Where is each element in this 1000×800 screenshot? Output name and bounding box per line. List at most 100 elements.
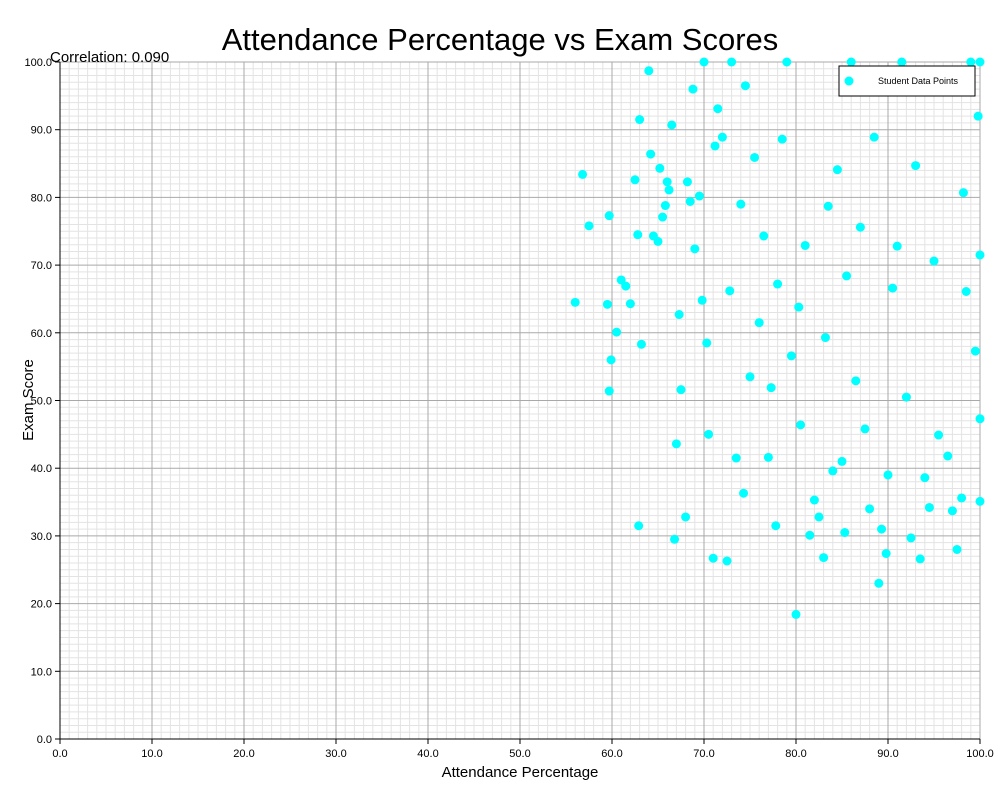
data-point xyxy=(881,549,891,559)
data-point xyxy=(851,376,861,386)
data-point xyxy=(975,414,985,424)
data-point xyxy=(655,163,665,173)
y-tick-label: 70.0 xyxy=(31,260,52,272)
y-tick-label: 60.0 xyxy=(31,328,52,340)
y-tick-label: 20.0 xyxy=(31,599,52,611)
data-points xyxy=(570,57,985,619)
legend: Student Data Points xyxy=(838,65,976,97)
data-point xyxy=(708,553,718,563)
data-point xyxy=(796,420,806,430)
data-point xyxy=(947,506,957,516)
data-point xyxy=(646,149,656,159)
data-point xyxy=(685,196,695,206)
x-tick-label: 0.0 xyxy=(52,748,67,760)
data-point xyxy=(800,240,810,250)
data-point xyxy=(606,355,616,365)
data-point xyxy=(604,211,614,221)
data-point xyxy=(901,392,911,402)
data-point xyxy=(717,132,727,142)
data-point xyxy=(883,470,893,480)
y-tick-label: 90.0 xyxy=(31,125,52,137)
data-point xyxy=(739,488,749,498)
data-point xyxy=(660,201,670,211)
legend-swatch xyxy=(844,76,854,86)
data-point xyxy=(860,424,870,434)
data-point xyxy=(846,57,856,67)
data-point xyxy=(975,250,985,260)
data-point xyxy=(704,429,714,439)
data-point xyxy=(929,256,939,266)
data-point xyxy=(625,299,635,309)
data-point xyxy=(633,230,643,240)
x-tick-label: 70.0 xyxy=(693,748,714,760)
y-axis-label: Exam Score xyxy=(20,359,37,441)
data-point xyxy=(874,578,884,588)
data-point xyxy=(975,496,985,506)
data-point xyxy=(754,318,764,328)
data-point xyxy=(658,212,668,222)
y-tick-label: 100.0 xyxy=(24,57,52,69)
data-point xyxy=(664,185,674,195)
data-point xyxy=(794,302,804,312)
data-point xyxy=(837,456,847,466)
data-point xyxy=(612,327,622,337)
data-point xyxy=(766,383,776,393)
data-point xyxy=(697,295,707,305)
data-point xyxy=(897,57,907,67)
x-tick-label: 40.0 xyxy=(417,748,438,760)
data-point xyxy=(699,57,709,67)
data-point xyxy=(961,287,971,297)
data-point xyxy=(681,512,691,522)
legend-box xyxy=(838,65,976,97)
x-tick-label: 10.0 xyxy=(141,748,162,760)
y-tick-label: 10.0 xyxy=(31,666,52,678)
data-point xyxy=(570,297,580,307)
data-point xyxy=(653,236,663,246)
x-tick-label: 60.0 xyxy=(601,748,622,760)
data-point xyxy=(970,346,980,356)
data-point xyxy=(740,81,750,91)
data-point xyxy=(958,188,968,198)
data-point xyxy=(676,385,686,395)
data-point xyxy=(823,201,833,211)
x-tick-labels: 0.0 10.0 20.0 30.0 40.0 50.0 60.0 70.0 80.0 90.0 1… xyxy=(52,748,993,760)
data-point xyxy=(773,279,783,289)
data-point xyxy=(771,521,781,531)
data-point xyxy=(602,299,612,309)
data-point xyxy=(855,222,865,232)
data-point xyxy=(888,283,898,293)
y-tick-labels: 0.0 10.0 20.0 30.0 40.0 50.0 60.0 70.0 80.0 90.0 1… xyxy=(24,57,52,746)
data-point xyxy=(634,521,644,531)
data-point xyxy=(943,451,953,461)
data-point xyxy=(842,271,852,281)
axes xyxy=(55,61,981,744)
x-axis-label: Attendance Percentage xyxy=(442,764,599,781)
data-point xyxy=(906,533,916,543)
data-point xyxy=(777,134,787,144)
data-point xyxy=(952,544,962,554)
correlation-annotation: Correlation: 0.090 xyxy=(50,49,169,66)
data-point xyxy=(791,609,801,619)
data-point xyxy=(731,453,741,463)
data-point xyxy=(710,141,720,151)
x-tick-label: 90.0 xyxy=(877,748,898,760)
data-point xyxy=(674,310,684,320)
data-point xyxy=(763,452,773,462)
data-point xyxy=(667,120,677,130)
data-point xyxy=(722,556,732,566)
data-point xyxy=(694,191,704,201)
data-point xyxy=(966,57,976,67)
data-point xyxy=(759,231,769,241)
data-point xyxy=(975,57,985,67)
x-tick-label: 50.0 xyxy=(509,748,530,760)
legend-entry: Student Data Points xyxy=(878,76,959,86)
data-point xyxy=(736,199,746,209)
data-point xyxy=(604,386,614,396)
data-point xyxy=(957,493,967,503)
x-tick-label: 80.0 xyxy=(785,748,806,760)
data-point xyxy=(750,152,760,162)
data-point xyxy=(814,512,824,522)
y-tick-label: 80.0 xyxy=(31,192,52,204)
data-point xyxy=(877,524,887,534)
y-tick-label: 40.0 xyxy=(31,463,52,475)
